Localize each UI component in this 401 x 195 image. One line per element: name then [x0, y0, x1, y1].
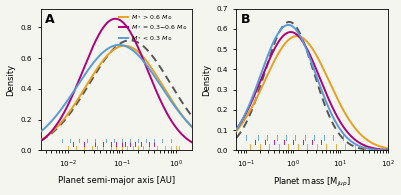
Y-axis label: Density: Density — [202, 64, 211, 96]
Legend: $M_*$ > 0.6 $M_\odot$, $M_*$ = 0.3$-$0.6 $M_\odot$, $M_*$ < 0.3 $M_\odot$: $M_*$ > 0.6 $M_\odot$, $M_*$ = 0.3$-$0.6… — [118, 12, 189, 44]
Y-axis label: Density: Density — [6, 64, 15, 96]
X-axis label: Planet semi-major axis [AU]: Planet semi-major axis [AU] — [58, 176, 175, 185]
X-axis label: Planet mass [M$_{Jup}$]: Planet mass [M$_{Jup}$] — [273, 176, 351, 189]
Text: B: B — [241, 13, 250, 26]
Text: A: A — [45, 13, 55, 26]
